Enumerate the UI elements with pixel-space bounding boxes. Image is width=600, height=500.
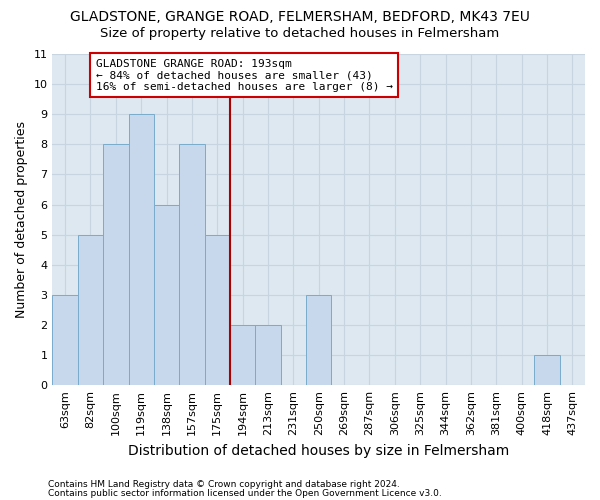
Bar <box>534 355 560 385</box>
Text: Contains HM Land Registry data © Crown copyright and database right 2024.: Contains HM Land Registry data © Crown c… <box>48 480 400 489</box>
Bar <box>52 295 78 385</box>
Bar <box>306 295 331 385</box>
X-axis label: Distribution of detached houses by size in Felmersham: Distribution of detached houses by size … <box>128 444 509 458</box>
Bar <box>128 114 154 385</box>
Text: Contains public sector information licensed under the Open Government Licence v3: Contains public sector information licen… <box>48 488 442 498</box>
Bar <box>256 325 281 385</box>
Text: GLADSTONE GRANGE ROAD: 193sqm
← 84% of detached houses are smaller (43)
16% of s: GLADSTONE GRANGE ROAD: 193sqm ← 84% of d… <box>95 58 392 92</box>
Bar <box>154 204 179 385</box>
Bar <box>230 325 256 385</box>
Text: Size of property relative to detached houses in Felmersham: Size of property relative to detached ho… <box>100 28 500 40</box>
Bar <box>179 144 205 385</box>
Text: GLADSTONE, GRANGE ROAD, FELMERSHAM, BEDFORD, MK43 7EU: GLADSTONE, GRANGE ROAD, FELMERSHAM, BEDF… <box>70 10 530 24</box>
Bar <box>78 234 103 385</box>
Bar <box>205 234 230 385</box>
Bar <box>103 144 128 385</box>
Y-axis label: Number of detached properties: Number of detached properties <box>15 121 28 318</box>
